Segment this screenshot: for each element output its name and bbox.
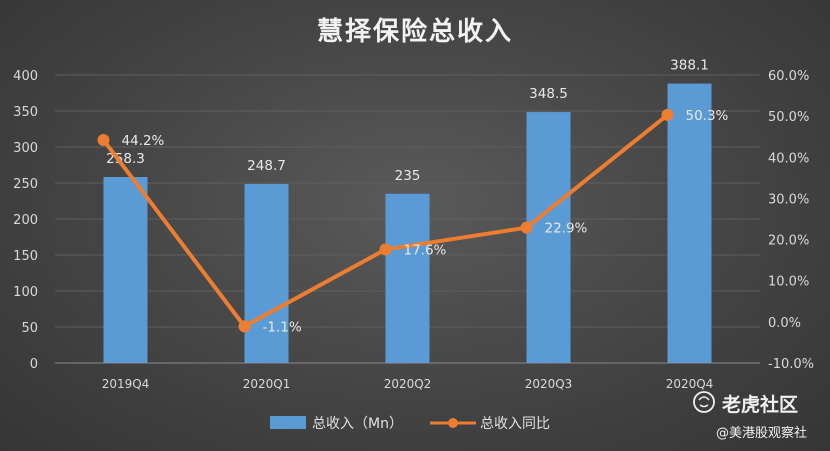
left-tick-label: 300 (13, 141, 38, 156)
right-tick-label: 30.0% (768, 192, 809, 207)
legend-swatch-marker (448, 418, 458, 428)
legend-label-line: 总收入同比 (480, 416, 550, 432)
bar-data-label: 348.5 (529, 86, 568, 102)
category-axis: 2019Q4 2020Q1 2020Q2 2020Q3 2020Q4 (102, 377, 714, 391)
legend-swatch-bar (270, 416, 306, 429)
right-tick-label: -10.0% (768, 357, 814, 372)
line-data-label: 17.6% (404, 242, 447, 258)
category-label: 2019Q4 (102, 377, 150, 391)
right-tick-label: 40.0% (768, 151, 809, 166)
line-data-label: -1.1% (263, 319, 302, 335)
bar-data-label: 235 (395, 168, 421, 184)
category-label: 2020Q3 (525, 377, 573, 391)
bar (526, 112, 571, 363)
left-tick-label: 250 (13, 177, 38, 192)
bar (385, 193, 430, 363)
bar (667, 83, 712, 364)
line-series: 44.2% -1.1% 17.6% 22.9% 50.3% (97, 108, 729, 335)
line-data-label: 22.9% (545, 221, 588, 237)
left-tick-label: 50 (21, 321, 38, 336)
left-tick-label: 350 (13, 105, 38, 120)
bar-data-label: 388.1 (670, 58, 709, 74)
left-axis: 0 50 100 150 200 250 300 350 400 (13, 69, 38, 372)
line-point (661, 108, 674, 121)
watermark-brand: 老虎社区 (722, 393, 798, 416)
line-point (238, 320, 251, 333)
line-point (379, 243, 392, 256)
left-tick-label: 150 (13, 249, 38, 264)
bar (103, 177, 148, 363)
right-tick-label: 0.0% (768, 316, 801, 331)
right-tick-label: 20.0% (768, 234, 809, 249)
line-data-label: 44.2% (122, 133, 165, 149)
line-point (97, 134, 110, 147)
legend-label-bar: 总收入（Mn） (312, 416, 403, 432)
tiger-icon (693, 391, 715, 413)
left-tick-label: 400 (13, 69, 38, 84)
category-label: 2020Q1 (243, 377, 291, 391)
left-tick-label: 100 (13, 285, 38, 300)
bar (244, 183, 289, 363)
chart-title: 慧择保险总收入 (317, 16, 513, 47)
right-tick-label: 50.0% (768, 110, 809, 125)
line-data-label: 50.3% (686, 108, 729, 124)
right-axis: -10.0% 0.0% 10.0% 20.0% 30.0% 40.0% 50.0% 60.0% (768, 69, 814, 372)
legend: 总收入（Mn） 总收入同比 (270, 416, 550, 432)
category-label: 2020Q4 (666, 377, 714, 391)
line-point (520, 221, 533, 234)
bar-data-label: 248.7 (247, 158, 286, 174)
watermark: 老虎社区 @美港股观察社 (693, 391, 807, 441)
category-label: 2020Q2 (384, 377, 432, 391)
left-tick-label: 200 (13, 213, 38, 228)
watermark-handle: @美港股观察社 (716, 425, 807, 441)
right-tick-label: 60.0% (768, 69, 809, 84)
right-tick-label: 10.0% (768, 275, 809, 290)
left-tick-label: 0 (30, 357, 38, 372)
